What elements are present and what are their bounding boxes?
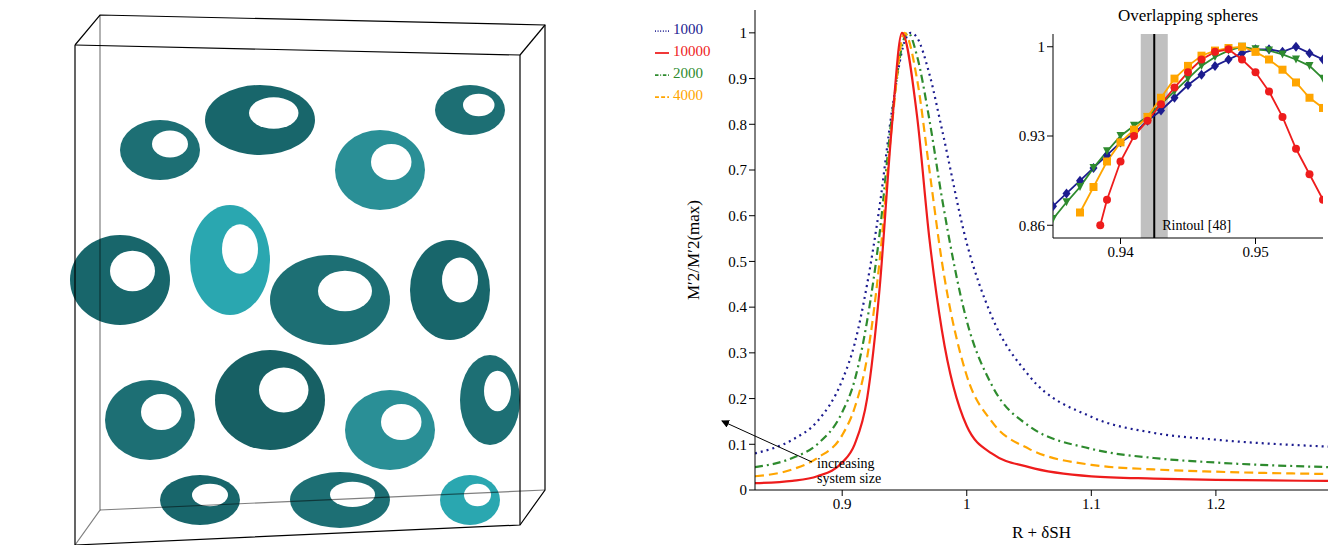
svg-text:0.3: 0.3 xyxy=(728,345,747,361)
svg-text:increasing: increasing xyxy=(817,456,875,471)
svg-text:Rintoul [48]: Rintoul [48] xyxy=(1162,218,1231,233)
svg-text:0.9: 0.9 xyxy=(833,496,852,512)
svg-text:0.8: 0.8 xyxy=(728,117,747,133)
svg-text:0.1: 0.1 xyxy=(728,437,747,453)
svg-text:0.7: 0.7 xyxy=(728,162,747,178)
svg-text:0.94: 0.94 xyxy=(1107,244,1134,260)
svg-text:1: 1 xyxy=(963,496,971,512)
svg-text:0.2: 0.2 xyxy=(728,391,747,407)
svg-text:1: 1 xyxy=(1038,39,1046,55)
svg-text:0.6: 0.6 xyxy=(728,208,747,224)
html-text:2000: 2000 xyxy=(673,65,703,81)
html-text:1000: 1000 xyxy=(673,21,703,37)
svg-text:0: 0 xyxy=(740,482,748,498)
svg-text:0.93: 0.93 xyxy=(1019,128,1045,144)
svg-text:R + δSH: R + δSH xyxy=(1012,523,1071,542)
svg-text:0.95: 0.95 xyxy=(1242,244,1268,260)
svg-text:1.2: 1.2 xyxy=(1207,496,1226,512)
html-text:4000: 4000 xyxy=(673,87,703,103)
svg-text:0.86: 0.86 xyxy=(1019,218,1046,234)
svg-text:0.9: 0.9 xyxy=(728,71,747,87)
html-text:Overlapping spheres: Overlapping spheres xyxy=(1117,6,1259,25)
svg-text:0.4: 0.4 xyxy=(728,299,747,315)
svg-text:1.1: 1.1 xyxy=(1082,496,1101,512)
svg-text:system size: system size xyxy=(817,471,881,486)
svg-text:M′2/M′2(max): M′2/M′2(max) xyxy=(684,200,703,300)
svg-text:1: 1 xyxy=(740,25,748,41)
html-text:10000: 10000 xyxy=(673,43,711,59)
svg-text:0.5: 0.5 xyxy=(728,254,747,270)
